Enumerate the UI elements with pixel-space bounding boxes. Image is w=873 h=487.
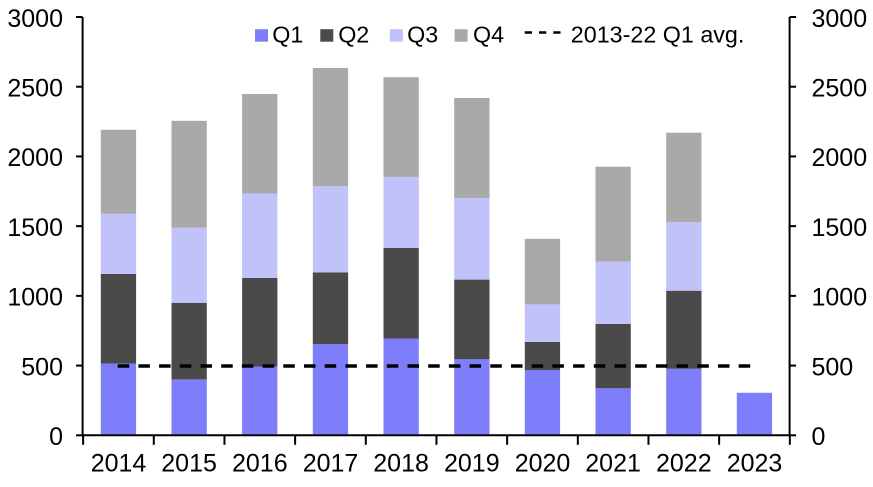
- svg-text:500: 500: [21, 353, 63, 381]
- svg-text:2017: 2017: [303, 450, 359, 478]
- svg-text:2015: 2015: [161, 450, 217, 478]
- svg-text:2013-22 Q1 avg.: 2013-22 Q1 avg.: [571, 22, 745, 48]
- svg-text:3000: 3000: [812, 5, 868, 33]
- svg-text:1000: 1000: [7, 284, 63, 312]
- svg-text:500: 500: [812, 353, 854, 381]
- svg-text:2500: 2500: [812, 75, 868, 103]
- svg-text:2500: 2500: [7, 75, 63, 103]
- svg-text:2018: 2018: [373, 450, 429, 478]
- svg-text:2000: 2000: [812, 144, 868, 172]
- svg-text:0: 0: [49, 423, 63, 451]
- svg-text:2019: 2019: [444, 450, 500, 478]
- svg-text:0: 0: [812, 423, 826, 451]
- svg-text:2022: 2022: [656, 450, 712, 478]
- svg-text:2020: 2020: [515, 450, 571, 478]
- svg-text:Q1: Q1: [272, 22, 303, 48]
- svg-text:1000: 1000: [812, 284, 868, 312]
- svg-text:2014: 2014: [91, 450, 147, 478]
- svg-text:2021: 2021: [585, 450, 641, 478]
- svg-text:Q3: Q3: [407, 22, 438, 48]
- svg-text:1500: 1500: [812, 214, 868, 242]
- svg-text:1500: 1500: [7, 214, 63, 242]
- svg-text:Q2: Q2: [338, 22, 369, 48]
- svg-text:2023: 2023: [727, 450, 783, 478]
- svg-text:3000: 3000: [7, 5, 63, 33]
- svg-text:2016: 2016: [232, 450, 288, 478]
- svg-text:2000: 2000: [7, 144, 63, 172]
- svg-text:Q4: Q4: [473, 22, 504, 48]
